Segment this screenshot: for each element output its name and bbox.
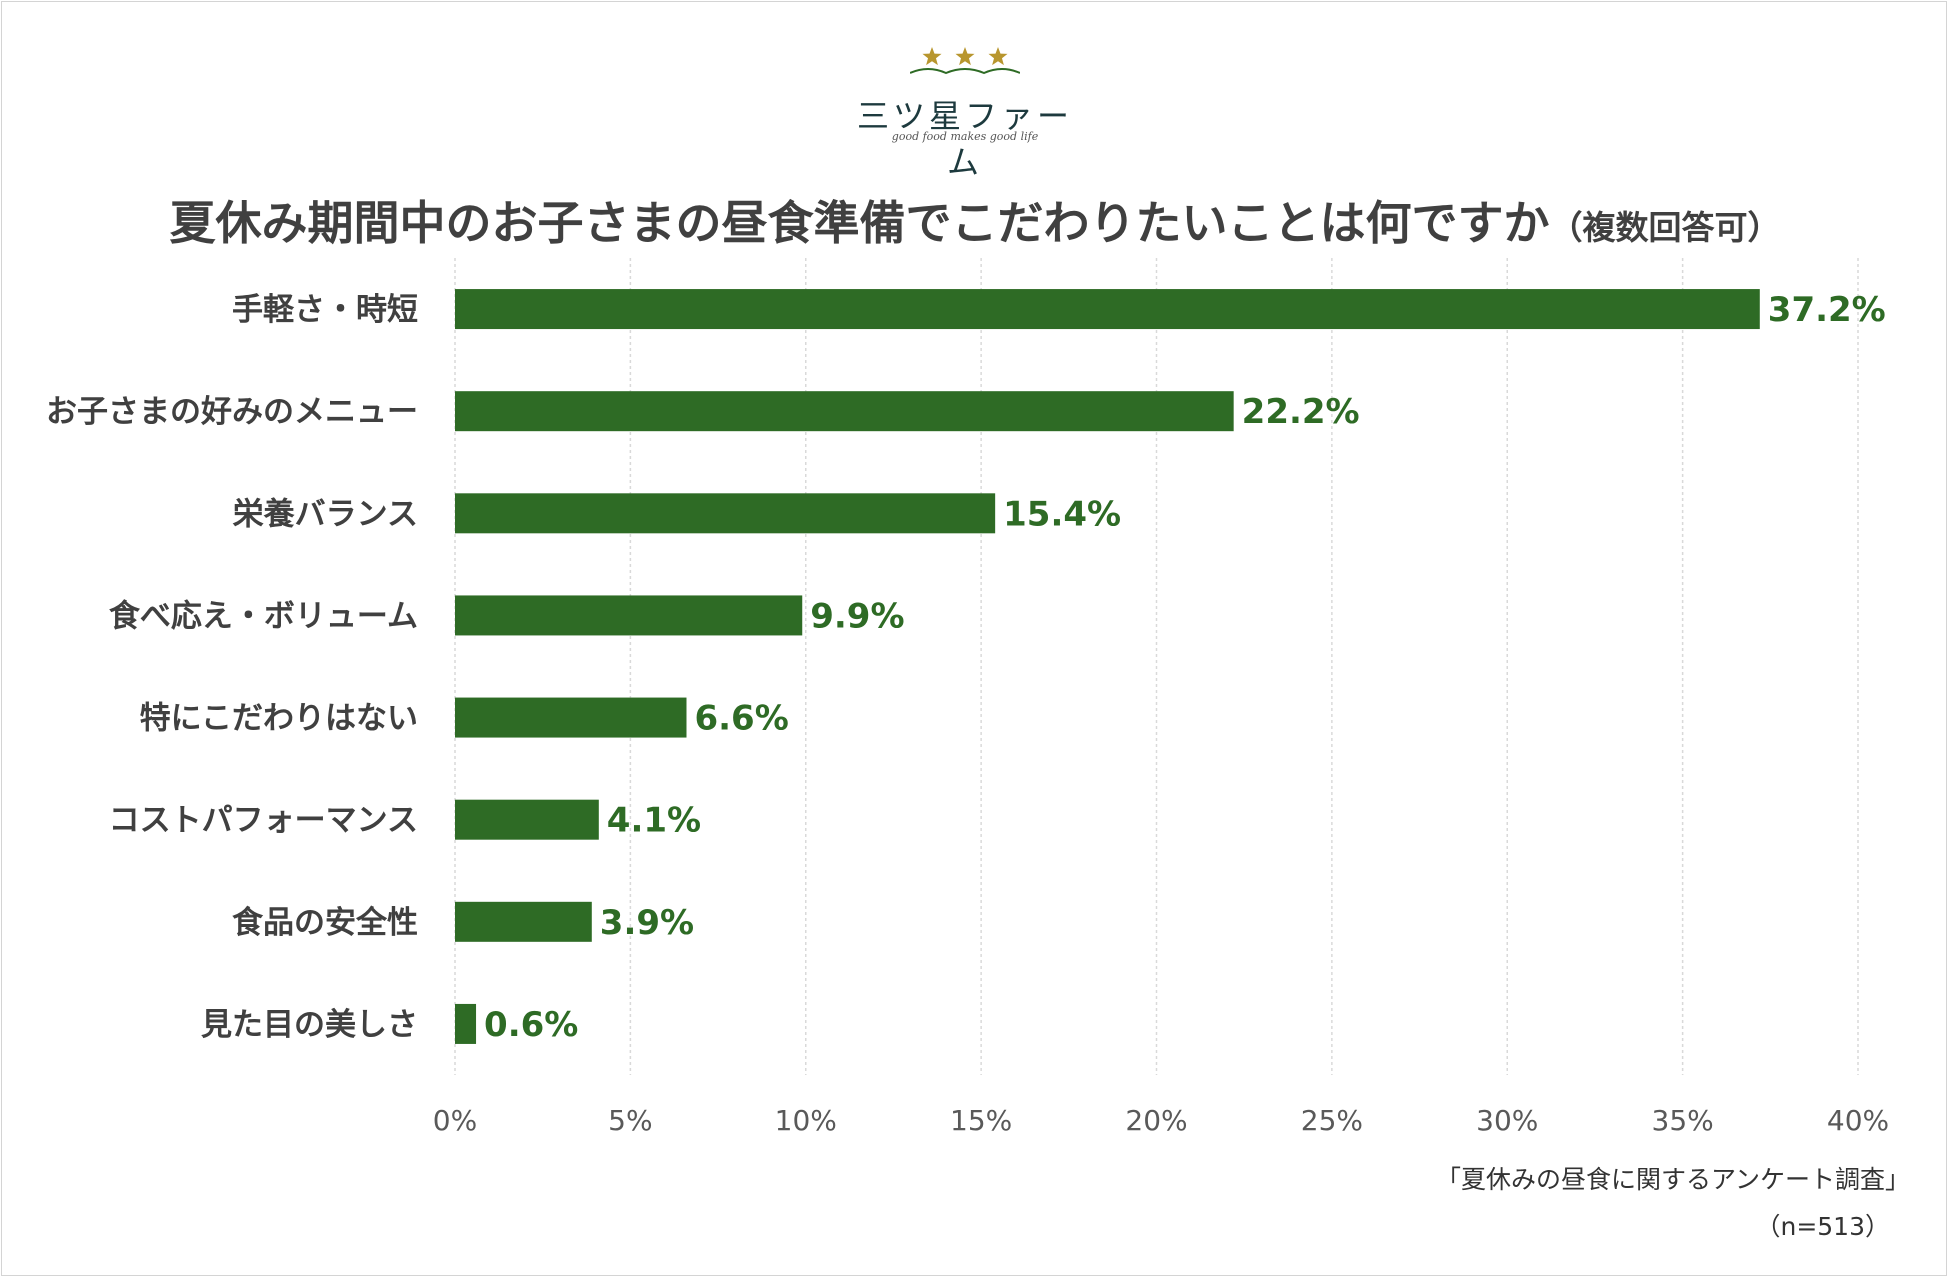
value-label: 37.2% bbox=[1768, 290, 1886, 330]
star-icon-3 bbox=[988, 47, 1008, 66]
logo-name: 三ツ星ファーム bbox=[856, 97, 1073, 181]
bar bbox=[455, 1003, 477, 1044]
chart-title: 夏休み期間中のお子さまの昼食準備でこだわりたいことは何ですか（複数回答可） bbox=[0, 187, 1950, 253]
category-label: 食品の安全性 bbox=[232, 905, 418, 941]
bars bbox=[455, 289, 1760, 1044]
chart-title-sub: （複数回答可） bbox=[1549, 208, 1781, 247]
value-label: 15.4% bbox=[1003, 494, 1121, 534]
brand-logo: 三ツ星ファーム good food makes good life bbox=[850, 45, 1080, 181]
x-tick-label: 0% bbox=[433, 1104, 477, 1137]
category-label: お子さまの好みのメニュー bbox=[46, 394, 418, 430]
x-tick-label: 20% bbox=[1125, 1104, 1187, 1137]
x-tick-label: 35% bbox=[1652, 1104, 1714, 1137]
star-icon-2 bbox=[955, 47, 975, 66]
bar bbox=[455, 493, 996, 534]
value-label: 3.9% bbox=[600, 903, 694, 943]
bar bbox=[455, 697, 687, 738]
category-label: 見た目の美しさ bbox=[201, 1007, 418, 1043]
bar bbox=[455, 595, 803, 636]
x-tick-label: 40% bbox=[1827, 1104, 1889, 1137]
labels: 0% 5% 10% 15% 20% 25% 30% 35% 40% 手軽さ・時短 37.2% お子さま… bbox=[46, 290, 1889, 1137]
category-label: 特にこだわりはない bbox=[140, 701, 418, 737]
category-label: 食べ応え・ボリューム bbox=[109, 598, 418, 634]
bar bbox=[455, 391, 1234, 432]
grid bbox=[454, 258, 1859, 1075]
x-tick-label: 10% bbox=[775, 1104, 837, 1137]
value-label: 6.6% bbox=[694, 699, 788, 739]
x-tick-label: 15% bbox=[950, 1104, 1012, 1137]
value-label: 9.9% bbox=[810, 596, 904, 636]
x-tick-label: 30% bbox=[1476, 1104, 1538, 1137]
chart-title-main: 夏休み期間中のお子さまの昼食準備でこだわりたいことは何ですか bbox=[169, 196, 1550, 250]
category-label: コストパフォーマンス bbox=[109, 803, 418, 839]
bar bbox=[455, 289, 1760, 330]
stars-icon bbox=[910, 47, 1020, 75]
category-label: 手軽さ・時短 bbox=[232, 292, 418, 328]
logo-tagline: good food makes good life bbox=[891, 130, 1039, 143]
x-tick-label: 25% bbox=[1301, 1104, 1363, 1137]
bar bbox=[455, 799, 599, 840]
sample-size: （n=513） bbox=[1755, 1212, 1890, 1241]
value-label: 4.1% bbox=[607, 801, 701, 841]
source-note: 「夏休みの昼食に関するアンケート調査」 bbox=[1435, 1165, 1910, 1194]
value-label: 0.6% bbox=[484, 1005, 578, 1045]
x-tick-label: 5% bbox=[608, 1104, 652, 1137]
star-icon-1 bbox=[922, 47, 942, 66]
bar bbox=[455, 901, 592, 942]
category-label: 栄養バランス bbox=[233, 496, 418, 532]
value-label: 22.2% bbox=[1242, 392, 1360, 432]
